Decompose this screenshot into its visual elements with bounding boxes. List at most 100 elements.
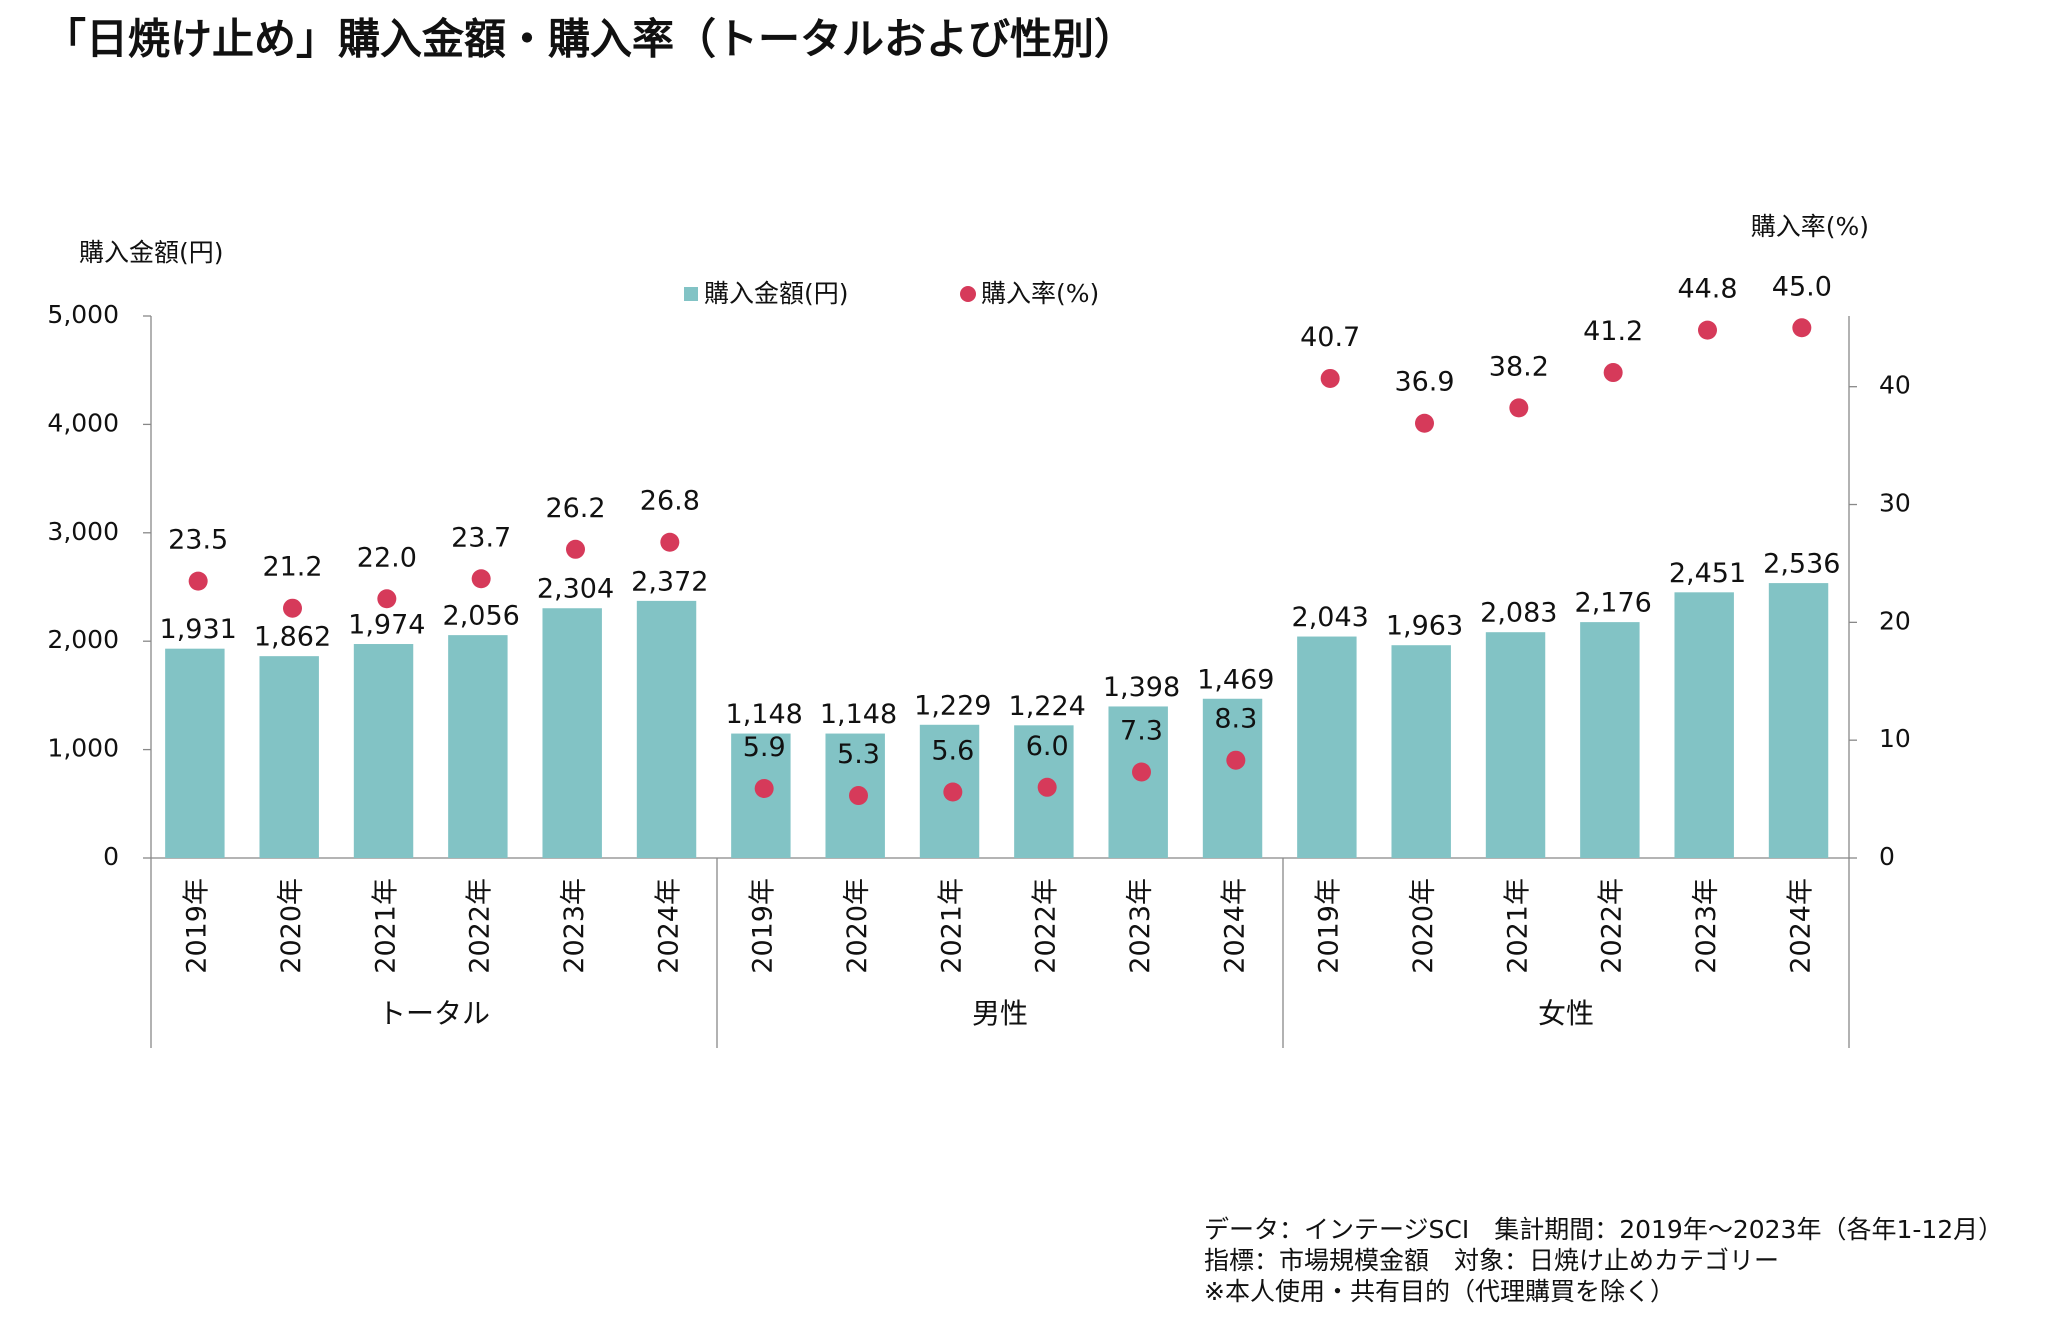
legend-swatch — [960, 286, 976, 302]
x-tick-label: 2019年 — [748, 878, 779, 974]
chart-title: 「日焼け止め」購入金額・購入率（トータルおよび性別） — [44, 15, 1136, 64]
bar-value-label: 1,862 — [254, 622, 331, 653]
bar-value-label: 2,304 — [537, 574, 614, 605]
bar-value-label: 1,224 — [1009, 691, 1086, 722]
group-label: 男性 — [972, 997, 1028, 1030]
rate-dot — [1792, 318, 1812, 338]
x-tick-label: 2021年 — [370, 878, 401, 974]
x-tick-label: 2020年 — [276, 878, 307, 974]
rate-value-label: 40.7 — [1300, 322, 1360, 353]
x-tick-label: 2019年 — [1314, 878, 1345, 974]
bar — [259, 656, 319, 858]
x-tick-label: 2020年 — [842, 878, 873, 974]
footnote: 指標：市場規模金額 対象：日焼け止めカテゴリー — [1204, 1246, 1779, 1275]
y2-tick-label: 20 — [1879, 606, 1911, 635]
rate-value-label: 22.0 — [357, 542, 417, 573]
y2-axis-label: 購入率(%) — [1751, 212, 1869, 241]
bar-value-label: 1,974 — [348, 610, 425, 641]
rate-dot — [754, 778, 774, 798]
rate-dot — [1226, 750, 1246, 770]
rate-dot — [1698, 320, 1717, 340]
bar-value-label: 2,451 — [1669, 558, 1746, 589]
rate-value-label: 5.6 — [931, 736, 974, 767]
bar-value-label: 1,963 — [1386, 611, 1463, 642]
rate-value-label: 26.2 — [545, 493, 605, 524]
bar-value-label: 2,372 — [631, 566, 708, 597]
y-tick-label: 0 — [103, 842, 119, 871]
x-tick-label: 2023年 — [1691, 878, 1722, 974]
legend-label: 購入率(%) — [981, 279, 1099, 308]
rate-value-label: 6.0 — [1026, 731, 1069, 762]
y-tick-label: 5,000 — [47, 300, 119, 329]
bar-value-label: 2,083 — [1480, 598, 1557, 629]
rate-value-label: 36.9 — [1394, 367, 1454, 398]
bar — [1108, 706, 1168, 858]
rate-dot — [1320, 368, 1340, 388]
bar-value-label: 2,056 — [443, 601, 520, 632]
y2-tick-label: 0 — [1879, 842, 1895, 871]
rate-dot — [1415, 413, 1434, 433]
y-tick-label: 4,000 — [47, 408, 119, 437]
bar — [1202, 698, 1263, 858]
rate-value-label: 26.8 — [640, 486, 700, 517]
legend-swatch — [684, 287, 698, 301]
rate-value-label: 7.3 — [1120, 715, 1163, 746]
rate-dot — [188, 571, 208, 591]
x-tick-label: 2021年 — [936, 878, 967, 974]
footnote: ※本人使用・共有目的（代理購買を除く） — [1204, 1277, 1675, 1306]
x-tick-label: 2024年 — [1785, 878, 1816, 974]
bar-value-label: 2,043 — [1292, 602, 1369, 633]
rate-dot — [943, 782, 963, 802]
rate-value-label: 5.3 — [837, 739, 880, 770]
legend-label: 購入金額(円) — [704, 279, 849, 308]
x-tick-label: 2021年 — [1502, 878, 1533, 974]
rate-dot — [471, 569, 491, 589]
bar-value-label: 1,148 — [820, 699, 897, 730]
rate-dot — [283, 598, 302, 618]
x-tick-label: 2022年 — [1597, 878, 1628, 974]
rate-dot — [566, 539, 585, 559]
bar — [1768, 583, 1829, 858]
x-tick-label: 2024年 — [1219, 878, 1250, 974]
rate-value-label: 38.2 — [1489, 351, 1549, 382]
bar-value-label: 1,229 — [914, 690, 991, 721]
group-label: 女性 — [1538, 997, 1594, 1030]
rate-value-label: 8.3 — [1214, 704, 1257, 735]
rate-value-label: 41.2 — [1583, 316, 1643, 347]
rate-value-label: 44.8 — [1677, 274, 1737, 305]
rate-value-label: 23.5 — [168, 525, 228, 556]
y2-tick-label: 10 — [1879, 724, 1911, 753]
bar — [448, 635, 508, 858]
bar — [1674, 592, 1734, 858]
bar-value-label: 2,536 — [1763, 549, 1840, 580]
rate-dot — [377, 589, 397, 609]
rate-dot — [1132, 762, 1151, 782]
y-tick-label: 2,000 — [47, 625, 119, 654]
bar — [636, 600, 697, 858]
y-tick-label: 1,000 — [47, 734, 119, 763]
rate-value-label: 5.9 — [743, 732, 786, 763]
bar — [1485, 632, 1546, 858]
bar — [1580, 622, 1640, 858]
bar-value-label: 2,176 — [1575, 588, 1652, 619]
bar-value-label: 1,931 — [160, 614, 237, 645]
x-tick-label: 2023年 — [1125, 878, 1156, 974]
bar-value-label: 1,398 — [1103, 672, 1180, 703]
y2-tick-label: 30 — [1879, 489, 1911, 518]
rate-dot — [849, 786, 868, 806]
rate-value-label: 23.7 — [451, 522, 511, 553]
rate-dot — [1037, 777, 1057, 797]
footnote: データ：インテージSCI 集計期間：2019年～2023年（各年1-12月） — [1204, 1215, 2003, 1244]
rate-value-label: 45.0 — [1772, 271, 1832, 302]
bar — [1391, 645, 1451, 858]
bar — [165, 648, 225, 858]
x-tick-label: 2024年 — [653, 878, 684, 974]
x-tick-label: 2020年 — [1408, 878, 1439, 974]
bar — [1297, 636, 1357, 858]
bar-value-label: 1,148 — [726, 699, 803, 730]
y-axis-label: 購入金額(円) — [79, 238, 224, 267]
bar — [542, 608, 602, 858]
rate-dot — [660, 532, 680, 552]
rate-value-label: 21.2 — [262, 552, 322, 583]
